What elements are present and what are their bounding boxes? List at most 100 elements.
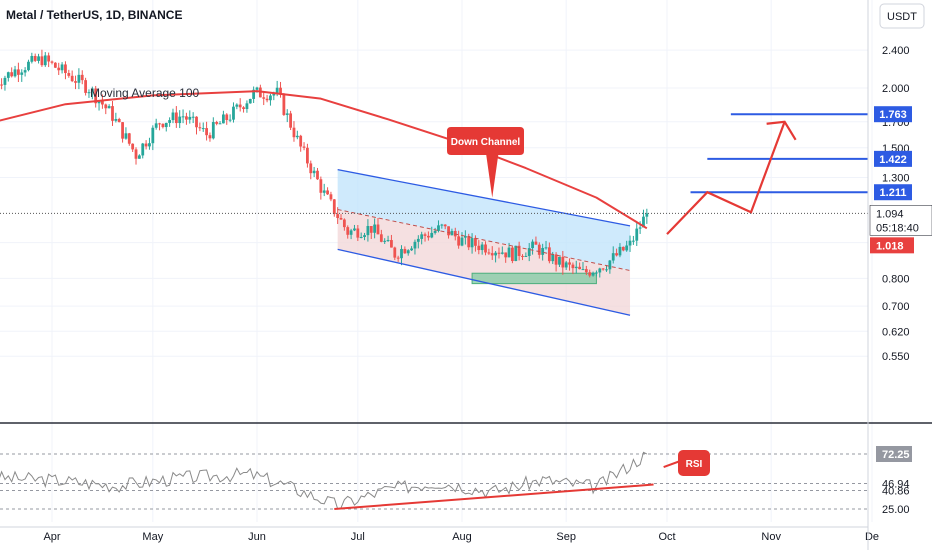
candle-body xyxy=(588,272,592,276)
candle-body xyxy=(57,67,61,71)
candle-body xyxy=(574,266,578,269)
down-channel-lower-line[interactable] xyxy=(337,248,631,316)
time-axis[interactable]: Apr May Jun Jul Aug Sep Oct Nov De xyxy=(43,531,879,543)
candle-body xyxy=(477,245,481,251)
candle-body xyxy=(383,240,387,242)
rsi-trendline[interactable] xyxy=(334,483,654,510)
rsi-current-badge xyxy=(876,446,912,462)
candle-body xyxy=(289,113,293,128)
countdown-label: 05:18:40 xyxy=(876,222,919,234)
candle-body xyxy=(242,107,245,110)
candle-body xyxy=(558,256,561,265)
rsi-line[interactable] xyxy=(0,451,648,510)
rsi-tick-label: 25.00 xyxy=(882,504,910,516)
candle-body xyxy=(292,127,296,138)
candle-body xyxy=(33,55,37,61)
candle-body xyxy=(615,253,618,256)
candle-body xyxy=(608,260,612,270)
candle-body xyxy=(400,248,403,259)
candle-body xyxy=(168,120,172,123)
moving-average-label: Moving Average 100 xyxy=(90,86,200,100)
candle-body xyxy=(332,199,336,215)
target-price-badge xyxy=(874,150,912,167)
candle-body xyxy=(544,247,548,249)
candle-body xyxy=(326,190,329,195)
candle-body xyxy=(40,56,44,66)
candle-body xyxy=(467,235,471,248)
candle-body xyxy=(255,87,259,90)
candle-body xyxy=(642,216,645,228)
candle-body xyxy=(342,219,346,228)
time-tick-label: Oct xyxy=(658,531,675,543)
candle-body xyxy=(440,224,444,226)
target-price-label: 1.422 xyxy=(879,154,907,166)
price-tick-label: 0.620 xyxy=(882,326,910,338)
price-tick-label: 2.000 xyxy=(882,83,910,95)
candle-body xyxy=(151,127,155,144)
current-price-label: 1.094 xyxy=(876,208,904,220)
current-price-badge xyxy=(869,205,932,236)
candle-body xyxy=(433,230,437,233)
candle-body xyxy=(3,77,7,85)
candle-body xyxy=(568,262,571,265)
candle-body xyxy=(504,252,508,258)
candle-body xyxy=(443,224,447,227)
candle-body xyxy=(30,55,34,62)
candle-body xyxy=(490,253,494,256)
candle-body xyxy=(245,103,249,110)
candle-body xyxy=(16,69,20,75)
candle-body xyxy=(53,62,57,68)
down-channel-callout-bubble xyxy=(447,127,524,198)
candle-body xyxy=(416,238,420,242)
candle-body xyxy=(366,226,370,236)
candle-body xyxy=(221,114,225,124)
candle-body xyxy=(275,87,279,94)
grid-lines xyxy=(0,0,873,522)
candle-body xyxy=(225,114,229,121)
candle-body xyxy=(181,116,185,118)
currency-box xyxy=(879,3,925,29)
rsi-callout[interactable]: RSI xyxy=(678,450,710,476)
candle-body xyxy=(13,69,17,77)
candle-body xyxy=(218,123,222,125)
symbol-title: Metal / TetherUS, 1D, BINANCE xyxy=(6,8,182,22)
candle-body xyxy=(171,112,175,121)
candle-body xyxy=(269,95,272,101)
candle-body xyxy=(353,228,356,231)
candle-body xyxy=(551,254,555,262)
candle-body xyxy=(198,127,202,129)
candle-body xyxy=(134,149,138,159)
currency-badge[interactable]: USDT xyxy=(879,3,925,29)
down-channel-upper-line[interactable] xyxy=(337,169,631,227)
time-tick-label: Jun xyxy=(248,531,266,543)
down-channel-callout[interactable]: Down Channel xyxy=(447,127,524,198)
candle-body xyxy=(6,72,10,78)
candle-body xyxy=(524,256,528,258)
candle-body xyxy=(605,269,608,271)
demand-zone[interactable] xyxy=(471,272,597,285)
time-tick-label: Jul xyxy=(351,531,365,543)
candle-body xyxy=(487,252,491,254)
price-axis[interactable]: 2.4002.0001.7001.5001.3000.9500.8000.700… xyxy=(869,45,932,363)
candle-body xyxy=(359,236,363,238)
target-price-badge xyxy=(874,106,912,123)
target-price-label: 1.763 xyxy=(879,109,907,121)
ma-value-label: 1.018 xyxy=(876,240,904,252)
candle-body xyxy=(322,190,326,193)
candle-body xyxy=(497,252,501,254)
candle-body xyxy=(339,218,343,220)
candle-body xyxy=(77,74,81,83)
candle-body xyxy=(164,122,168,128)
time-tick-label: De xyxy=(865,531,879,543)
candle-body xyxy=(80,74,84,81)
candle-body xyxy=(23,70,27,73)
time-tick-label: Sep xyxy=(556,531,576,543)
candle-body xyxy=(94,88,98,104)
down-channel-label: Down Channel xyxy=(451,137,521,148)
price-tick-label: 0.550 xyxy=(882,351,910,363)
candle-body xyxy=(363,235,366,237)
candle-body xyxy=(144,143,148,147)
moving-average-line[interactable] xyxy=(0,90,648,230)
